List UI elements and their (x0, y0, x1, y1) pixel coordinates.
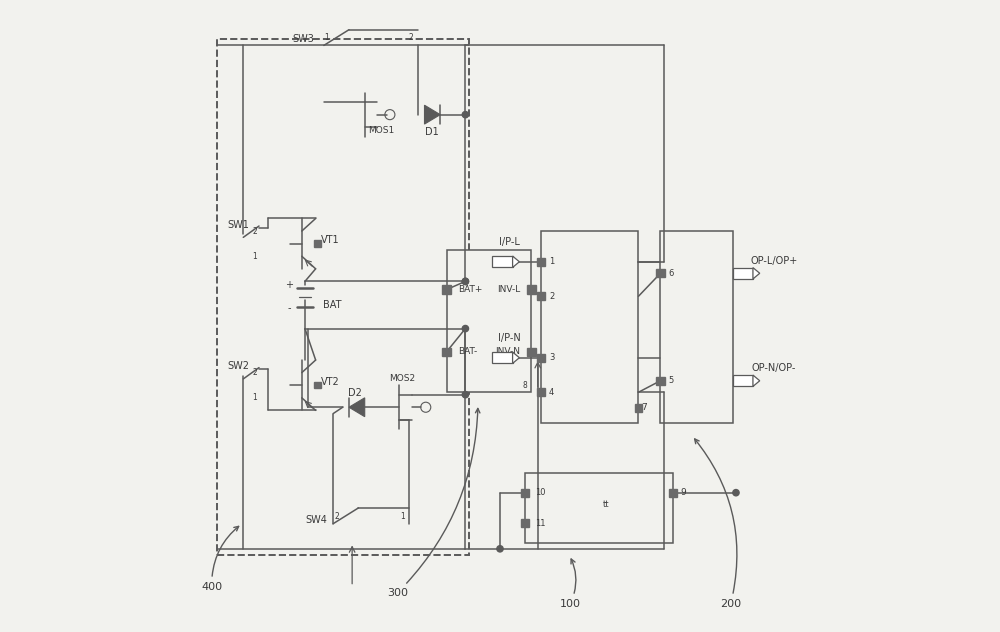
Text: 1: 1 (400, 511, 405, 521)
Polygon shape (513, 352, 519, 363)
Circle shape (497, 545, 503, 552)
Text: 400: 400 (201, 526, 239, 592)
Bar (537, 388, 545, 396)
Bar (442, 286, 451, 294)
Text: 100: 100 (560, 559, 581, 609)
Text: OP-L/OP+: OP-L/OP+ (750, 256, 797, 265)
Text: MOS1: MOS1 (368, 126, 394, 135)
Text: SW1: SW1 (228, 220, 249, 230)
Bar (669, 489, 677, 497)
Bar (492, 256, 513, 267)
Polygon shape (349, 398, 365, 416)
Text: BAT: BAT (323, 300, 341, 310)
Bar (537, 354, 545, 362)
Text: -: - (287, 303, 291, 313)
Circle shape (462, 278, 469, 284)
Bar (525, 473, 673, 542)
Bar (541, 231, 638, 423)
Circle shape (462, 278, 469, 284)
Text: VT1: VT1 (321, 236, 339, 245)
Text: 1: 1 (252, 252, 257, 261)
Polygon shape (424, 105, 440, 124)
Text: 6: 6 (669, 269, 674, 278)
Text: SW3: SW3 (292, 34, 314, 44)
Text: 8: 8 (523, 380, 528, 390)
Text: 7: 7 (642, 403, 647, 413)
Bar (537, 292, 545, 300)
Text: VT2: VT2 (321, 377, 339, 387)
Bar (656, 269, 665, 277)
Text: 2: 2 (549, 292, 554, 301)
Text: D2: D2 (348, 389, 362, 398)
Text: +: + (285, 279, 293, 289)
Text: BAT-: BAT- (458, 348, 477, 356)
Text: SW4: SW4 (305, 516, 327, 525)
Text: INV-L: INV-L (497, 285, 520, 294)
Bar (521, 519, 529, 527)
Bar (635, 404, 642, 412)
Bar (656, 377, 665, 385)
Text: INV-N: INV-N (495, 348, 520, 356)
Text: 11: 11 (535, 519, 545, 528)
Text: tt: tt (603, 500, 610, 509)
Text: 5: 5 (669, 376, 674, 386)
Text: 300: 300 (387, 408, 480, 598)
Text: 4: 4 (549, 388, 554, 397)
Polygon shape (513, 256, 519, 267)
Text: I/P-L: I/P-L (499, 236, 520, 246)
Text: MOS2: MOS2 (389, 374, 416, 384)
Bar (521, 489, 529, 497)
Text: 2: 2 (252, 226, 257, 236)
Text: 2: 2 (334, 511, 339, 521)
Text: 9: 9 (681, 488, 686, 497)
Bar (733, 375, 753, 386)
Bar (733, 267, 753, 279)
Text: I/P-N: I/P-N (498, 332, 521, 343)
Bar (217, 39, 469, 555)
Text: 1: 1 (549, 257, 554, 266)
Bar (492, 352, 513, 363)
Text: 2: 2 (408, 33, 413, 42)
Text: 1: 1 (252, 393, 257, 403)
Bar (314, 382, 321, 388)
Bar (314, 241, 321, 246)
Circle shape (733, 490, 739, 496)
Bar (447, 250, 531, 391)
Text: BAT+: BAT+ (458, 285, 482, 294)
Text: 10: 10 (535, 488, 545, 497)
Circle shape (462, 325, 469, 332)
Bar (537, 258, 545, 266)
Bar (527, 286, 536, 294)
Text: 2: 2 (252, 368, 257, 377)
Bar (527, 348, 536, 356)
Text: 1: 1 (325, 33, 329, 42)
Bar (660, 231, 733, 423)
Text: 3: 3 (549, 353, 554, 362)
Circle shape (462, 111, 469, 118)
Polygon shape (753, 375, 760, 386)
Polygon shape (753, 267, 760, 279)
Text: D1: D1 (425, 127, 439, 137)
Text: SW2: SW2 (228, 362, 250, 372)
Text: 200: 200 (695, 439, 741, 609)
Text: OP-N/OP-: OP-N/OP- (752, 363, 796, 373)
Circle shape (462, 391, 469, 398)
Bar (442, 348, 451, 356)
